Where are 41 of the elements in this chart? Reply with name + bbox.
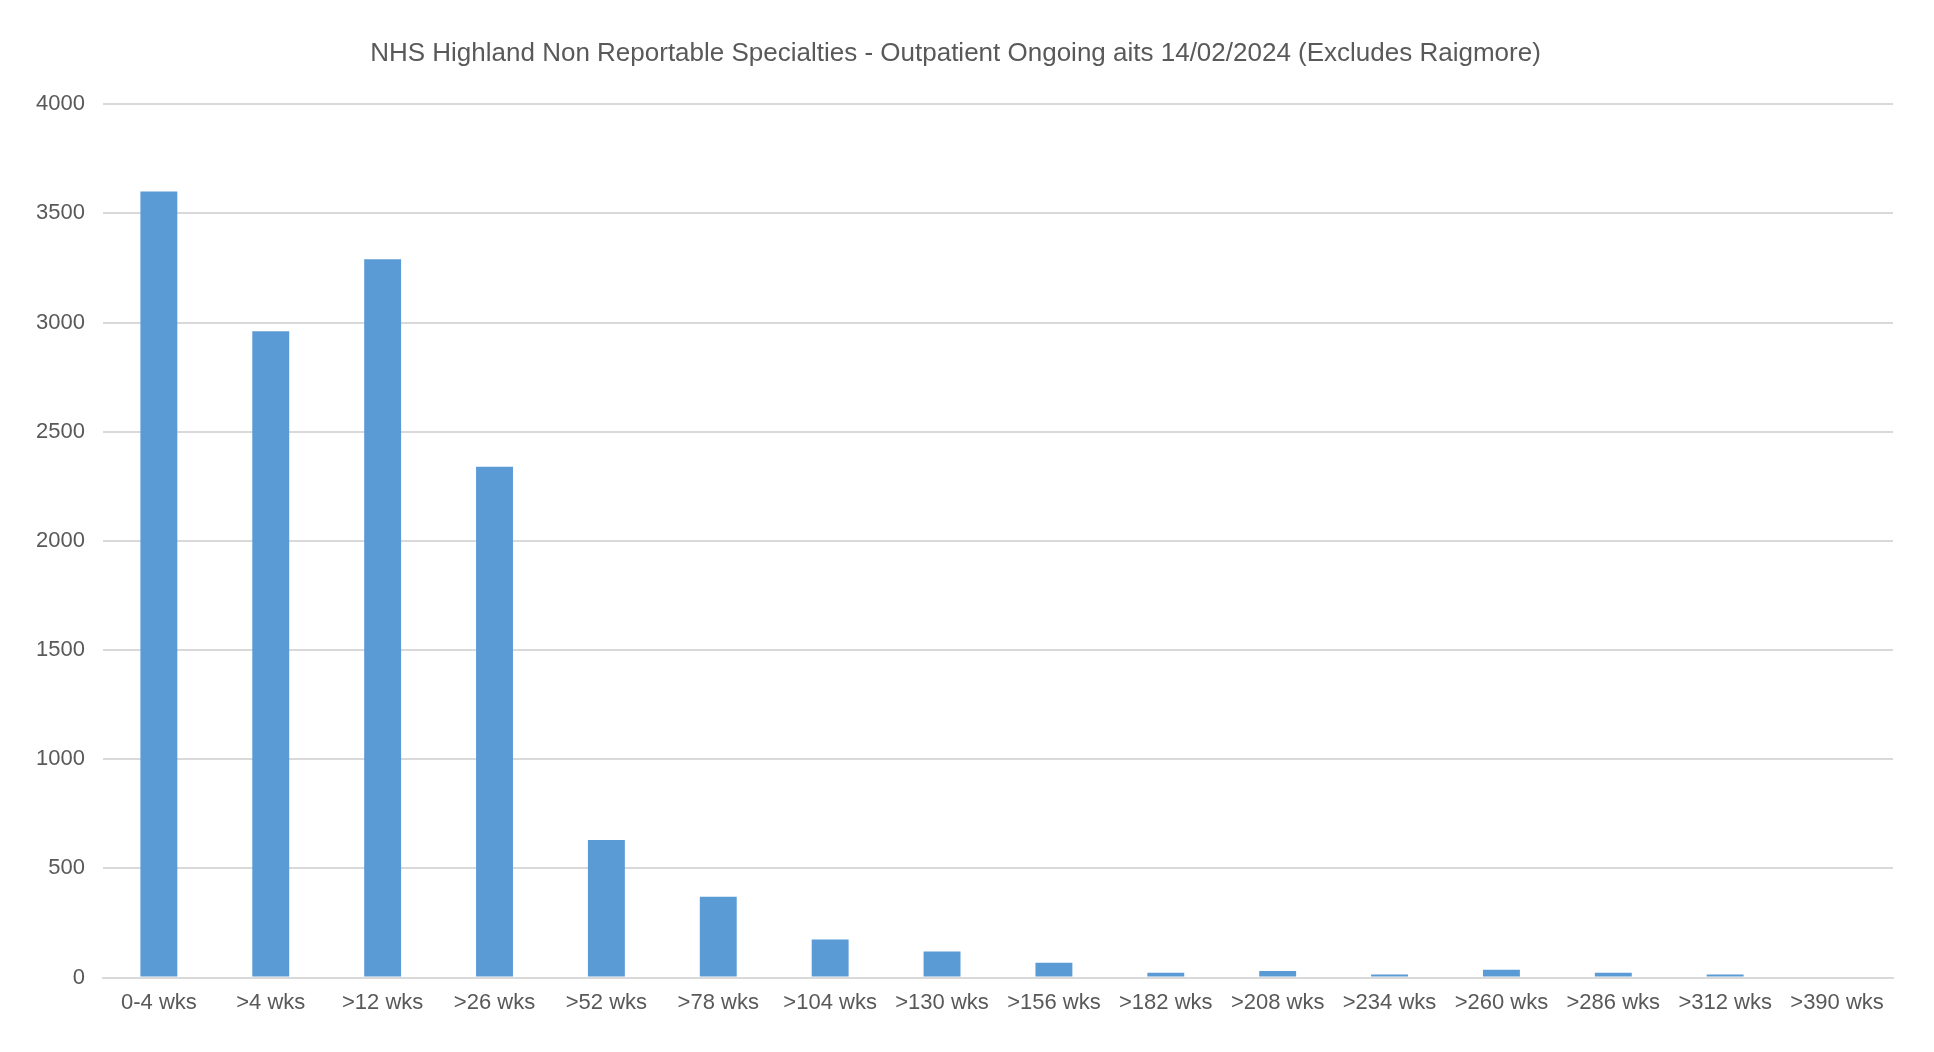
y-tick-label: 2000 — [35, 526, 85, 552]
bar — [587, 840, 625, 977]
y-tick-label: 2500 — [35, 417, 85, 443]
bar — [476, 466, 513, 977]
y-tick-label: 3000 — [35, 308, 85, 334]
bar — [1706, 974, 1744, 977]
x-tick-label: >286 wks — [1566, 988, 1661, 1014]
x-tick-label: >4 wks — [236, 988, 306, 1014]
x-tick-label: >208 wks — [1230, 988, 1325, 1014]
chart-title: NHS Highland Non Reportable Specialties - Outpatient Ongoing aits 14/02/2024 (Excludes Raigmore) — [370, 36, 1541, 67]
y-tick-label: 500 — [48, 854, 85, 880]
y-tick-label: 1500 — [35, 636, 85, 662]
bar — [1259, 971, 1297, 977]
y-tick-label: 3500 — [35, 199, 85, 225]
y-tick-label: 0 — [72, 963, 85, 989]
bar — [1594, 972, 1632, 977]
bar — [252, 331, 290, 977]
bar — [1035, 962, 1073, 977]
x-tick-label: >130 wks — [895, 988, 989, 1014]
x-tick-label: >182 wks — [1119, 988, 1213, 1014]
bar — [923, 951, 961, 977]
bar — [1147, 972, 1185, 977]
x-tick-label: >78 wks — [677, 988, 759, 1014]
x-tick-label: >104 wks — [783, 988, 877, 1014]
bar — [811, 939, 849, 977]
x-tick-label: >390 wks — [1790, 988, 1884, 1014]
bar — [1482, 969, 1520, 977]
x-tick-label: >156 wks — [1007, 988, 1101, 1014]
x-tick-label: >260 wks — [1454, 988, 1549, 1014]
y-tick-label: 4000 — [35, 90, 85, 116]
x-tick-label: >12 wks — [341, 988, 424, 1014]
bar — [140, 191, 178, 977]
x-tick-label: >52 wks — [565, 988, 648, 1014]
bar — [364, 259, 402, 977]
x-tick-label: >234 wks — [1342, 988, 1437, 1014]
x-tick-label: >312 wks — [1678, 988, 1772, 1014]
y-tick-label: 1000 — [35, 745, 85, 771]
bar — [699, 896, 737, 977]
x-tick-label: >26 wks — [453, 988, 536, 1014]
bar — [1371, 974, 1409, 977]
x-tick-label: 0-4 wks — [120, 988, 197, 1014]
